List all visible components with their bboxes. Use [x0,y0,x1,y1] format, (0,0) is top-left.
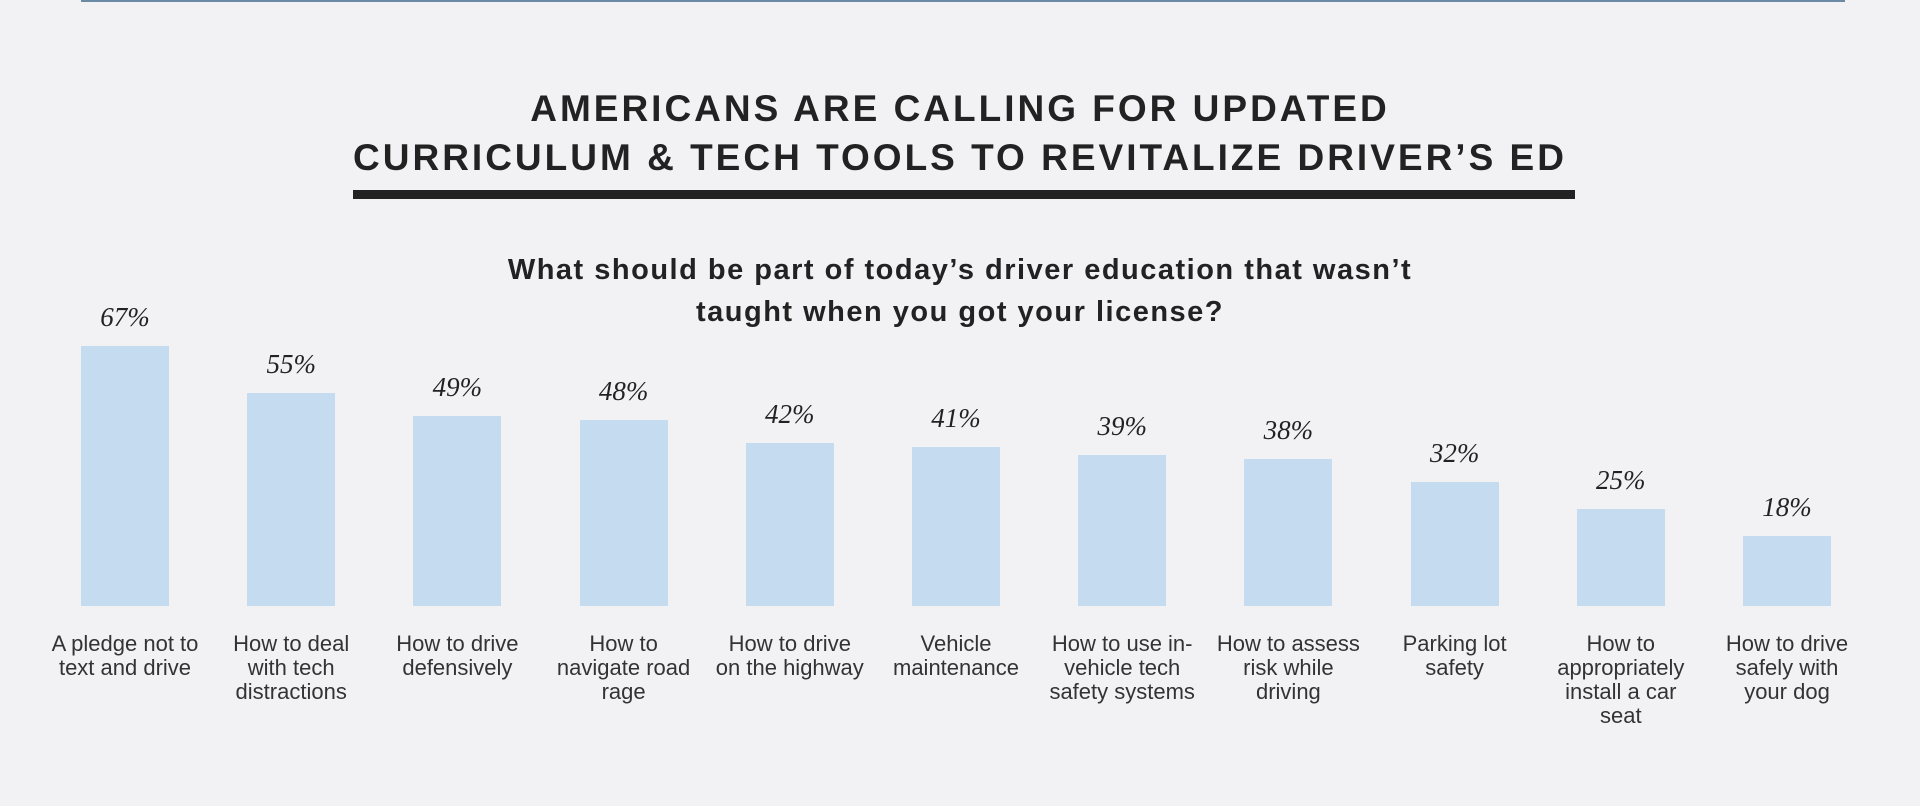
value-label: 67% [100,302,150,332]
value-label: 38% [1263,414,1314,445]
bar [1576,508,1665,606]
chart-subtitle: What should be part of today’s driver ed… [507,254,1413,328]
value-label: 41% [931,402,981,433]
bar [1244,458,1333,606]
x-tick-label: How to drive on the highway [715,631,864,680]
bar [912,446,1000,606]
bar [1743,536,1831,606]
value-label: 18% [1762,492,1812,523]
bar [413,415,502,606]
x-tick-label: A pledge not to text and drive [51,631,199,680]
value-label: 42% [765,399,815,429]
bar [1410,481,1499,606]
chart-title: AMERICANS ARE CALLING FOR UPDATED CURRIC… [353,88,1567,178]
x-tick-label: How to navigate road rage [556,631,691,704]
value-label: 39% [1097,410,1147,441]
bar [579,419,668,606]
bar [745,443,834,606]
x-tick-label: How to drive defensively [396,631,519,680]
value-label: 25% [1596,464,1646,495]
value-label: 48% [598,375,649,406]
bar [247,392,336,606]
x-tick-label: Vehicle maintenance [893,631,1019,680]
value-label: 32% [1429,437,1480,468]
bar [1078,454,1167,606]
x-tick-label: How to appropriately install a car seat [1557,631,1685,728]
title-rule [353,190,1575,199]
x-tick-label: How to deal with tech distractions [233,631,350,704]
value-label: 49% [432,371,483,402]
x-tick-label: Parking lot safety [1402,631,1507,680]
x-tick-label: How to use in-vehicle tech safety system… [1049,631,1195,704]
value-label: 55% [266,348,316,379]
x-tick-label: How to assess risk while driving [1216,631,1360,704]
top-rule [81,0,1845,2]
bar [81,346,169,606]
x-tick-label: How to drive safely with your dog [1725,631,1849,704]
